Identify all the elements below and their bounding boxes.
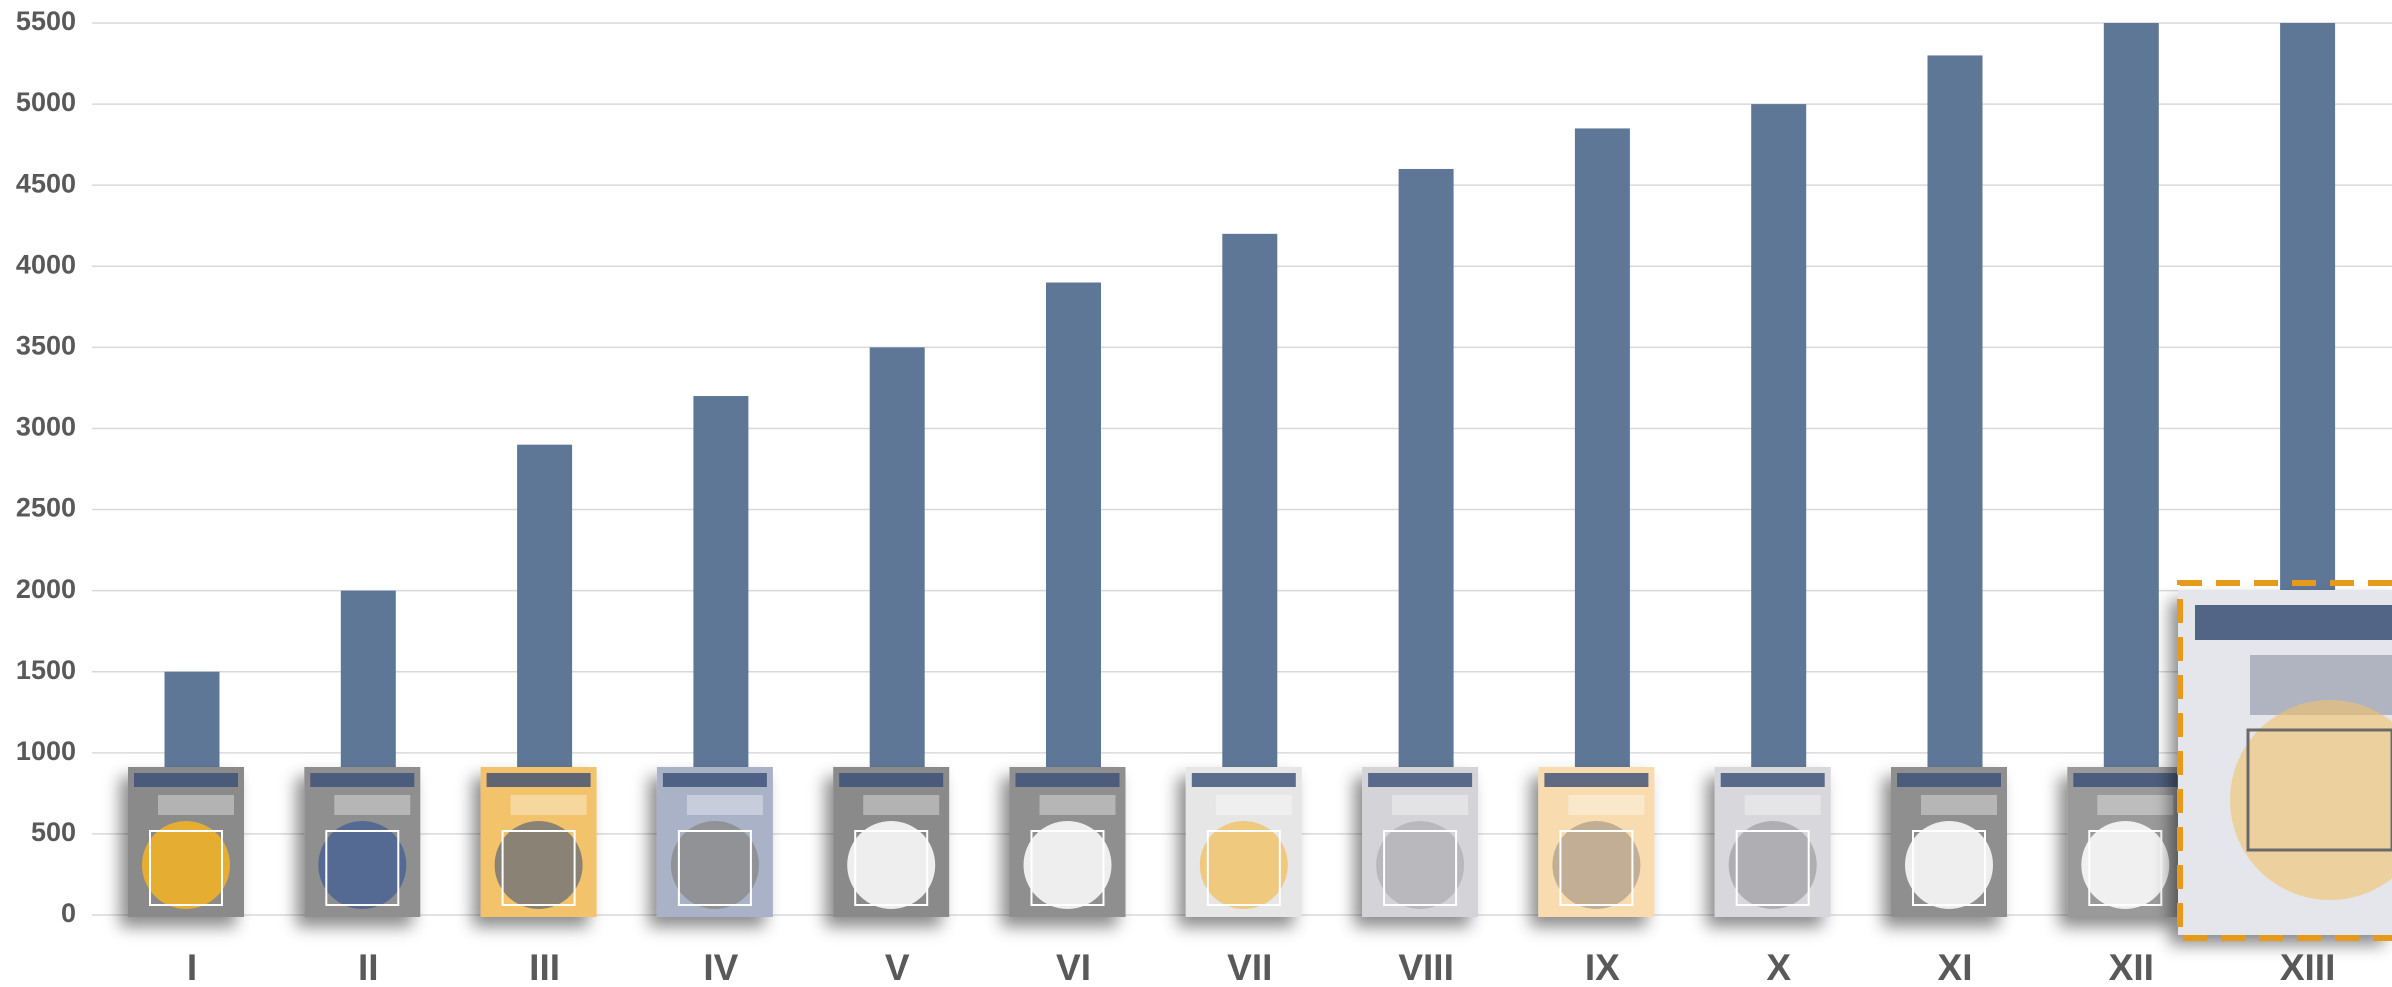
magazine-cover	[1009, 767, 1126, 917]
cover-lines	[1921, 795, 1997, 815]
x-tick-label: IV	[703, 947, 738, 987]
bar	[2103, 23, 2159, 915]
cover-circle	[1023, 821, 1112, 909]
y-tick-label: 5000	[16, 87, 76, 117]
x-tick-label: V	[885, 947, 910, 987]
cover-circle	[1376, 821, 1465, 909]
y-tick-label: 4000	[16, 249, 76, 279]
magazine-cover	[1714, 767, 1831, 917]
cover-lines	[863, 795, 940, 815]
y-tick-label: 5500	[16, 6, 76, 36]
cover-lines	[158, 795, 234, 815]
magazine-cover	[1891, 767, 2007, 917]
cover-header	[1720, 773, 1825, 787]
cover-lines	[686, 795, 763, 815]
y-tick-label: 4500	[16, 168, 76, 198]
magazine-cover	[128, 767, 244, 917]
magazine-cover	[480, 767, 597, 917]
cover-box	[2246, 728, 2392, 852]
cover-lines	[334, 795, 411, 815]
labels: 0 500 1000 1500 2000 2500 3000 3500 4000 4500 5000…	[16, 6, 2335, 987]
cover-box	[501, 830, 576, 906]
cover-header	[134, 773, 238, 787]
x-tick-label: VII	[1227, 947, 1272, 987]
magazine-cover	[656, 767, 773, 917]
cover-box	[1559, 830, 1634, 906]
cover-circle	[670, 821, 759, 909]
cover-header	[2073, 773, 2178, 787]
y-tick-label: 500	[31, 817, 76, 847]
featured-cover	[2178, 590, 2392, 935]
cover-lines	[2097, 795, 2174, 815]
cover-header	[1368, 773, 1473, 787]
cover-box	[1206, 830, 1281, 906]
cover-header	[310, 773, 415, 787]
y-tick-label: 0	[61, 898, 76, 928]
cover-circle	[142, 821, 230, 909]
cover-circle	[1728, 821, 1817, 909]
magazine-cover	[833, 767, 950, 917]
y-tick-label: 3000	[16, 412, 76, 442]
cover-box	[677, 830, 752, 906]
y-tick-label: 1000	[16, 736, 76, 766]
cover-box	[149, 830, 223, 906]
y-tick-label: 2500	[16, 493, 76, 523]
y-tick-label: 2000	[16, 574, 76, 604]
x-tick-label: II	[358, 947, 379, 987]
cover-header	[2195, 605, 2392, 640]
cover-box	[1030, 830, 1105, 906]
x-tick-label: XI	[1938, 947, 1973, 987]
cover-lines	[510, 795, 587, 815]
cover-box	[1735, 830, 1810, 906]
cover-lines	[1215, 795, 1292, 815]
cover-lines	[1039, 795, 1116, 815]
x-tick-label: III	[529, 947, 560, 987]
cover-lines	[1744, 795, 1821, 815]
highlight-frame	[2177, 580, 2392, 941]
cover-lines	[1392, 795, 1469, 815]
cover-circle	[494, 821, 583, 909]
x-tick-label: IX	[1585, 947, 1620, 987]
x-tick-label: XIII	[2280, 947, 2336, 987]
y-tick-label: 1500	[16, 655, 76, 685]
cover-box	[1912, 830, 1986, 906]
cover-box	[854, 830, 929, 906]
x-tick-label: XII	[2109, 947, 2154, 987]
cover-header	[1897, 773, 2001, 787]
x-tick-label: VIII	[1398, 947, 1454, 987]
cover-header	[1015, 773, 1120, 787]
cover-circle	[847, 821, 936, 909]
cover-header	[1191, 773, 1296, 787]
cover-circle	[2081, 821, 2170, 909]
magazine-cover	[304, 767, 421, 917]
cover-header	[662, 773, 767, 787]
magazine-cover	[2067, 767, 2184, 917]
cover-circle	[1905, 821, 1993, 909]
covers	[128, 580, 2392, 941]
cover-box	[1383, 830, 1458, 906]
cover-header	[839, 773, 944, 787]
cover-box	[325, 830, 400, 906]
cover-box	[2088, 830, 2163, 906]
x-tick-label: I	[187, 947, 197, 987]
y-tick-label: 3500	[16, 330, 76, 360]
x-tick-label: X	[1766, 947, 1791, 987]
cover-circle	[1552, 821, 1641, 909]
magazine-cover	[1362, 767, 1479, 917]
cover-lines	[1568, 795, 1645, 815]
cover-circle	[1199, 821, 1288, 909]
cover-header	[486, 773, 591, 787]
cover-header	[1544, 773, 1649, 787]
magazine-cover	[1538, 767, 1655, 917]
x-tick-label: VI	[1056, 947, 1091, 987]
cover-circle	[318, 821, 407, 909]
magazine-cover	[1185, 767, 1302, 917]
